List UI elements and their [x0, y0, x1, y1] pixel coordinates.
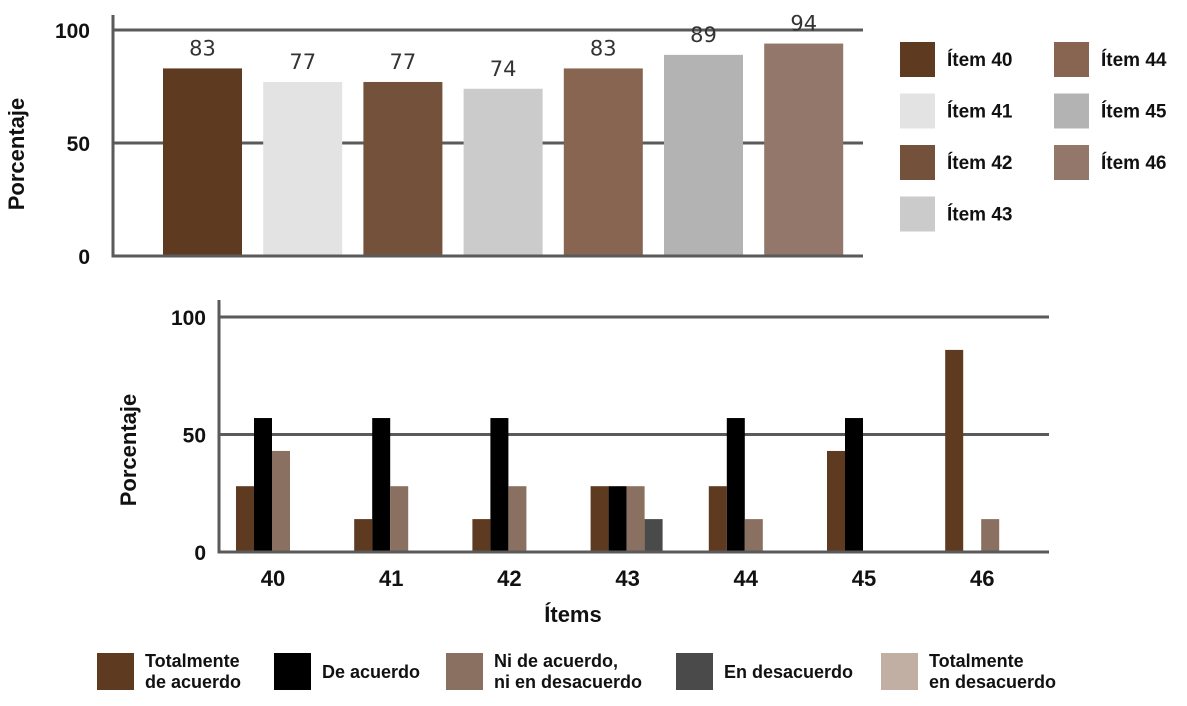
chart-2-legend-swatch: [274, 653, 311, 690]
chart-2-bar: [981, 519, 1000, 551]
chart-2-bar: [726, 418, 745, 551]
chart-2-bar: [372, 418, 391, 551]
chart-1-legend-label: Ítem 44: [1101, 49, 1167, 71]
chart-2-x-tick-label: 44: [734, 566, 759, 591]
chart-2-bar: [626, 486, 645, 551]
chart-1-bar: [163, 68, 242, 255]
chart-2-x-tick-label: 43: [615, 566, 639, 591]
chart-2-legend-swatch: [676, 653, 713, 690]
chart-2-x-tick-label: 46: [970, 566, 994, 591]
chart-2-y-tick-label: 0: [194, 542, 206, 565]
chart-1-legend-label: Ítem 45: [1101, 101, 1167, 123]
chart-1-legend-swatch: [1054, 93, 1089, 129]
chart-2-legend-swatch: [881, 653, 918, 690]
chart-2-legend-label: Totalmente en desacuerdo: [929, 651, 1056, 692]
chart-2-legend-label: Ni de acuerdo, ni en desacuerdo: [494, 651, 642, 692]
chart-2-bar: [644, 519, 663, 551]
chart-2-legend: Totalmente de acuerdo De acuerdo Ni de acue…: [97, 651, 1056, 692]
chart-2-x-tick-label: 41: [379, 566, 403, 591]
chart-2-legend-swatch: [446, 653, 483, 690]
chart-1-bar: [563, 68, 643, 255]
chart-2-bar: [236, 486, 254, 551]
chart-2-bar: [354, 519, 373, 551]
chart-2-x-tick-label: 40: [261, 566, 285, 591]
chart-2-bar: [472, 519, 491, 551]
chart-1-y-tick-label: 100: [55, 20, 90, 43]
chart-2-y-tick-label: 100: [171, 307, 206, 330]
chart-2-legend-label: De acuerdo: [322, 662, 420, 682]
chart-2-bar: [490, 418, 509, 551]
chart-1-y-tick-label: 50: [67, 133, 90, 156]
chart-2-gridlines: [217, 300, 1049, 554]
chart-2-bar: [254, 418, 272, 551]
chart-1-data-label: 83: [189, 36, 216, 60]
chart-2-y-tick-label: 50: [183, 425, 206, 448]
chart-1-legend-swatch: [900, 145, 935, 180]
chart-1-data-label: 77: [289, 50, 316, 74]
chart-1-bar: [664, 54, 743, 255]
chart-2-legend-swatch: [97, 653, 134, 690]
chart-2-bar: [708, 486, 727, 551]
chart-2-x-tick-label: 45: [852, 566, 876, 591]
chart-2-bar: [590, 486, 609, 551]
chart-1-legend: Ítem 40 Ítem 41 Ítem 42 Ítem 43 Ítem 44 Ítem …: [900, 42, 1167, 232]
chart-1-legend-label: Ítem 42: [947, 152, 1012, 174]
chart-1-data-label: 83: [590, 36, 617, 60]
chart-1-data-label: 74: [490, 57, 517, 81]
chart-1-bar: [463, 88, 543, 255]
chart-1-legend-swatch: [900, 42, 935, 77]
chart-1-y-axis-label: Porcentaje: [4, 98, 29, 211]
chart-1-legend-label: Ítem 43: [947, 204, 1012, 226]
chart-1-legend-swatch: [900, 196, 935, 232]
chart-1-data-labels: 83 77 77 74 83 89 94: [189, 12, 817, 81]
chart-2-legend-label: Totalmente de acuerdo: [145, 651, 241, 692]
chart-2: 0 50 100 40 41 42 43 44 45 46 Porcentaje Ítems T…: [97, 300, 1056, 692]
chart-2-bars: [236, 349, 1000, 551]
chart-2-bar: [945, 349, 964, 551]
chart-2-y-axis-label: Porcentaje: [116, 394, 141, 507]
chart-1-y-ticks: 0 50 100: [55, 20, 90, 269]
chart-2-bar: [390, 486, 409, 551]
chart-1-data-label: 89: [690, 23, 717, 47]
chart-2-y-ticks: 0 50 100: [171, 307, 206, 565]
chart-2-bar: [272, 450, 290, 551]
chart-2-bar: [608, 486, 627, 551]
chart-1-legend-swatch: [900, 93, 935, 129]
chart-2-bar: [845, 418, 863, 551]
chart-2-x-tick-label: 42: [497, 566, 521, 591]
chart-2-bar: [827, 450, 845, 551]
chart-2-bar: [508, 486, 527, 551]
chart-1-bars: [163, 43, 844, 255]
chart-1-legend-label: Ítem 41: [947, 101, 1013, 123]
chart-1-bar: [363, 81, 443, 255]
chart-2-x-axis-label: Ítems: [544, 602, 601, 627]
chart-1: 83 77 77 74 83 89 94 0 50 100 Porcentaje Ítem 40…: [4, 12, 1167, 269]
chart-1-legend-swatch: [1054, 42, 1089, 77]
chart-2-legend-label: En desacuerdo: [724, 662, 853, 682]
chart-1-legend-label: Ítem 40: [947, 49, 1012, 71]
chart-2-x-ticks: 40 41 42 43 44 45 46: [261, 566, 995, 591]
chart-1-bar: [263, 81, 343, 255]
chart-1-data-label: 94: [790, 12, 817, 36]
chart-1-data-label: 77: [390, 50, 417, 74]
chart-2-bar: [744, 519, 763, 551]
chart-1-legend-label: Ítem 46: [1101, 152, 1166, 174]
chart-1-y-tick-label: 0: [78, 246, 90, 269]
chart-1-legend-swatch: [1054, 145, 1089, 180]
chart-1-bar: [764, 43, 844, 255]
